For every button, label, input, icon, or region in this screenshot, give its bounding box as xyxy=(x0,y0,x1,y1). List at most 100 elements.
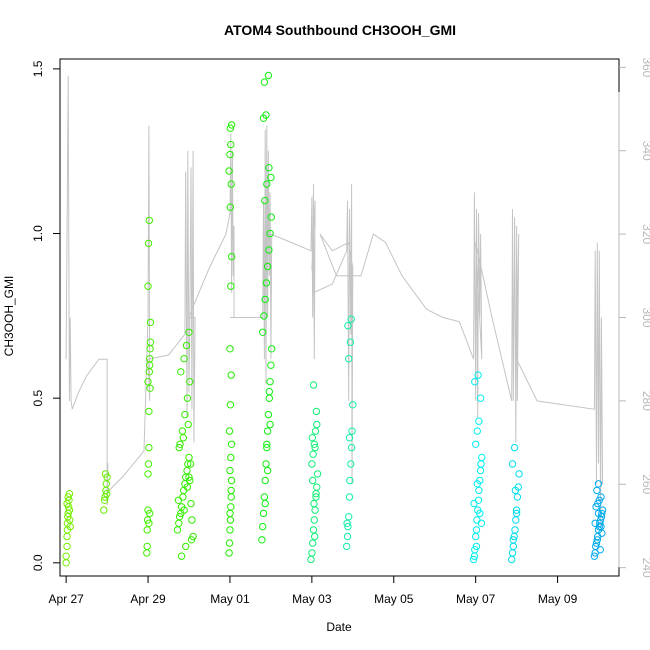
data-point xyxy=(512,506,521,514)
data-point xyxy=(593,486,601,495)
x-axis: Apr 27 Apr 29 May 01 May 03 May 05 May 07 May … xyxy=(48,575,578,606)
data-point xyxy=(309,381,318,389)
x-tick-label: Apr 29 xyxy=(130,592,166,606)
data-point xyxy=(226,345,234,353)
data-point xyxy=(226,526,234,534)
data-point xyxy=(311,506,319,514)
data-point xyxy=(260,312,268,320)
data-point xyxy=(186,460,195,468)
data-point xyxy=(144,470,152,478)
data-point xyxy=(63,532,71,541)
data-point xyxy=(186,476,194,485)
data-point xyxy=(66,522,74,531)
data-point xyxy=(597,493,605,501)
data-point xyxy=(100,496,109,504)
y-axis-label: CH3OOH_GMI xyxy=(2,276,16,357)
x-tick-label: Apr 27 xyxy=(48,592,84,606)
data-point xyxy=(309,476,317,485)
data-point xyxy=(144,282,152,290)
data-point xyxy=(264,410,273,419)
data-point xyxy=(477,519,486,527)
data-point xyxy=(309,526,318,534)
data-point xyxy=(175,513,184,521)
data-point xyxy=(509,536,517,544)
data-point xyxy=(227,440,236,448)
data-point xyxy=(143,516,152,524)
series-11 xyxy=(590,480,607,560)
data-point xyxy=(226,401,235,409)
data-point xyxy=(183,466,191,475)
y-tick-label: 1.0 xyxy=(31,225,45,242)
data-point xyxy=(471,378,479,386)
data-point xyxy=(259,522,267,531)
data-point xyxy=(227,180,235,188)
data-point xyxy=(101,470,110,478)
data-point xyxy=(598,509,606,518)
data-point xyxy=(474,496,483,504)
series-7 xyxy=(307,381,322,564)
x-tick-label: May 09 xyxy=(538,592,578,606)
data-point xyxy=(188,516,196,524)
data-point xyxy=(180,355,188,363)
data-point xyxy=(472,440,480,448)
x-tick-label: May 01 xyxy=(210,592,250,606)
series-2 xyxy=(100,470,111,514)
data-point xyxy=(347,460,355,468)
data-point xyxy=(185,453,193,462)
data-point xyxy=(470,499,478,508)
data-point xyxy=(311,443,319,452)
data-point xyxy=(227,121,236,129)
data-point xyxy=(513,493,522,501)
data-point xyxy=(509,542,517,551)
data-point xyxy=(313,470,322,478)
data-point xyxy=(348,427,356,435)
data-point xyxy=(174,496,183,504)
data-point xyxy=(227,252,236,261)
x-axis-label: Date xyxy=(326,620,352,634)
data-point xyxy=(146,318,155,327)
data-point xyxy=(225,539,234,547)
series-4 xyxy=(173,328,197,560)
data-point xyxy=(473,427,481,435)
data-point xyxy=(225,167,233,175)
data-point xyxy=(266,229,274,238)
data-point xyxy=(64,493,72,501)
data-point xyxy=(145,443,153,452)
data-point xyxy=(227,453,235,462)
data-point xyxy=(597,522,605,531)
x-tick-label: May 03 xyxy=(292,592,332,606)
data-point xyxy=(343,532,352,541)
data-point xyxy=(259,328,267,336)
data-point xyxy=(263,427,272,435)
data-point xyxy=(187,536,196,544)
data-point xyxy=(146,338,155,346)
data-point xyxy=(310,516,318,524)
data-point xyxy=(178,427,187,435)
data-point xyxy=(307,555,315,564)
data-point xyxy=(65,490,74,498)
data-point xyxy=(313,483,321,491)
data-point xyxy=(261,295,269,304)
data-point xyxy=(186,378,194,386)
series-5 xyxy=(225,121,236,557)
data-point xyxy=(103,490,111,498)
series-8 xyxy=(343,315,357,551)
data-point xyxy=(145,407,153,416)
right-y-tick-label: 340 xyxy=(640,141,650,161)
data-point xyxy=(311,427,320,435)
data-point xyxy=(308,434,316,442)
data-point xyxy=(261,196,269,205)
data-point xyxy=(180,506,188,514)
data-point xyxy=(508,549,517,557)
right-y-axis: 240 260 280 300 320 340 360 xyxy=(618,57,650,578)
data-point xyxy=(102,480,111,488)
data-point xyxy=(473,480,481,488)
right-y-tick-label: 280 xyxy=(640,391,650,411)
data-point xyxy=(266,378,274,386)
data-point xyxy=(263,466,272,475)
data-point xyxy=(146,509,154,518)
data-point xyxy=(185,328,193,336)
data-point xyxy=(146,345,154,353)
data-point xyxy=(227,503,235,511)
series-1 xyxy=(62,490,74,567)
